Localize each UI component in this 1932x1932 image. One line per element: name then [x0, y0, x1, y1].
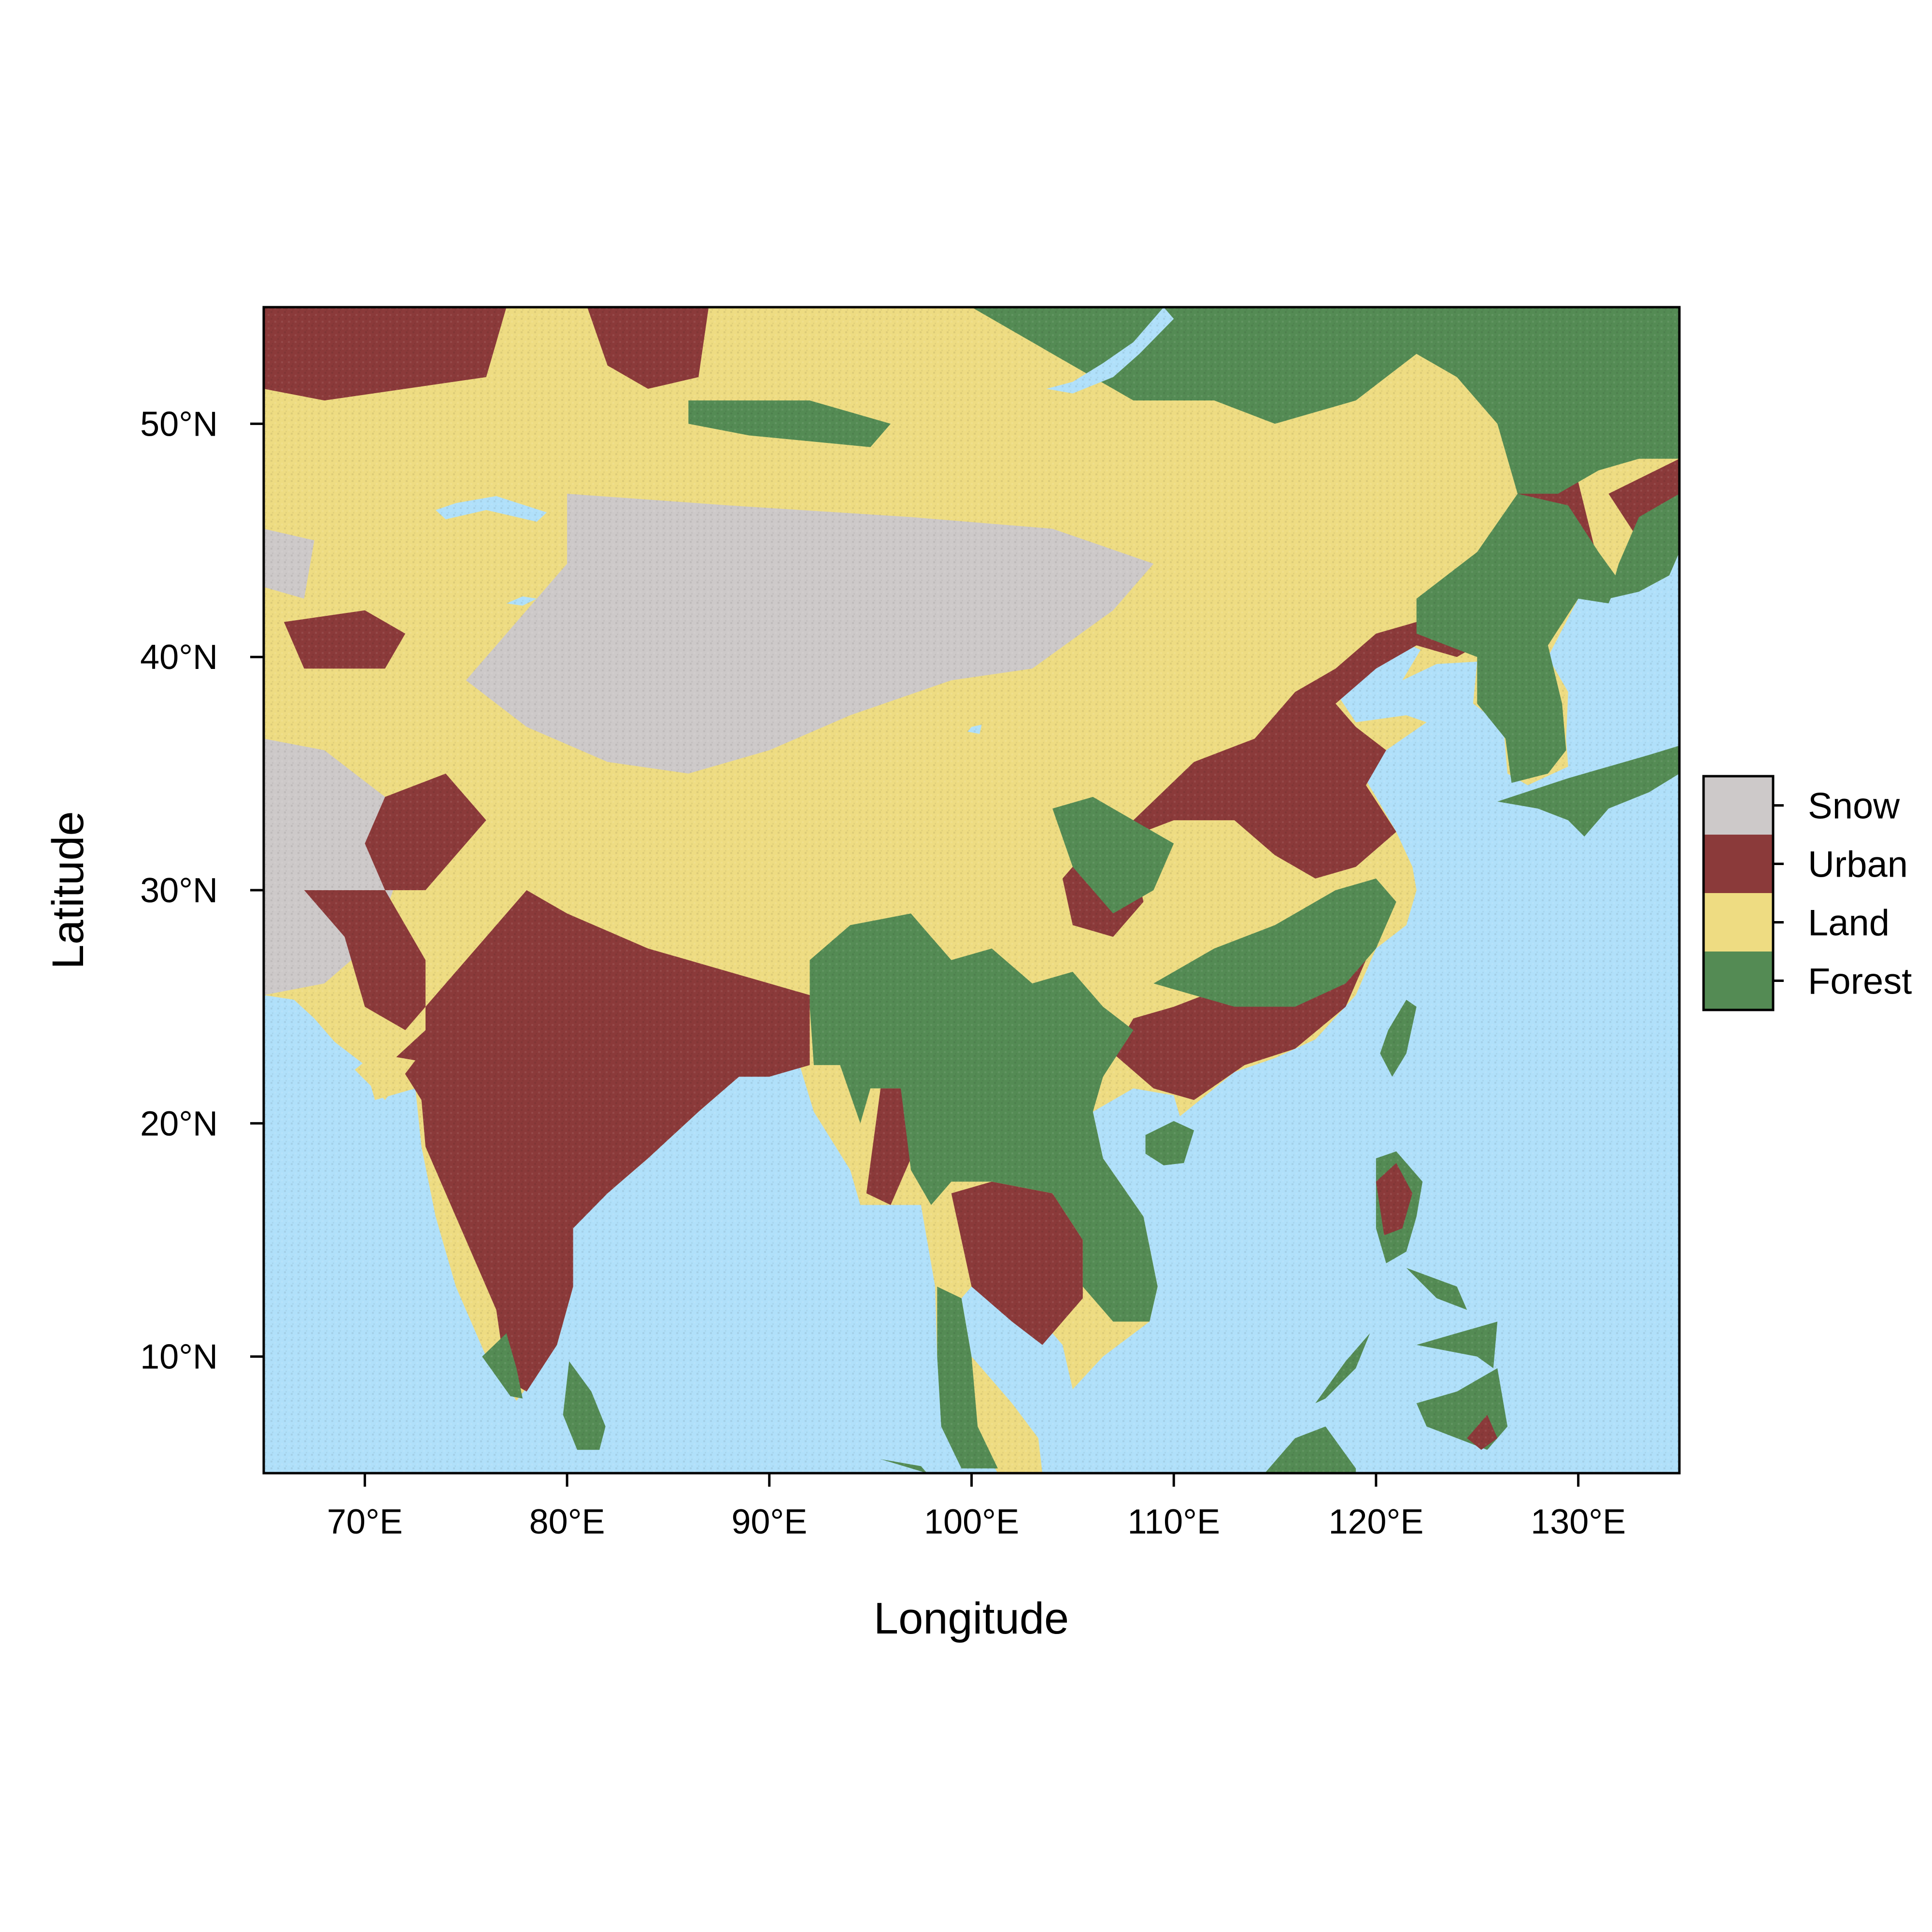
- y-tick-label: 10°N: [140, 1338, 218, 1377]
- x-tick-label: 120°E: [1328, 1503, 1423, 1541]
- speckle-texture: [264, 307, 1679, 1473]
- x-tick-label: 80°E: [529, 1503, 605, 1541]
- y-axis-title: Latitude: [43, 811, 93, 969]
- y-axis-ticks: 10°N 20°N 30°N 40°N 50°N: [140, 405, 264, 1377]
- x-axis-ticks: 70°E 80°E 90°E 100°E 110°E 120°E 130°E: [327, 1473, 1626, 1541]
- legend-swatch-urban: [1704, 835, 1773, 893]
- legend-label-land: Land: [1808, 903, 1889, 944]
- legend: Snow Urban Land Forest: [1702, 775, 1912, 1011]
- x-tick-label: 130°E: [1531, 1503, 1626, 1541]
- legend-swatch-land: [1704, 893, 1773, 952]
- x-tick-label: 100°E: [924, 1503, 1019, 1541]
- plot-area: [262, 306, 1681, 1475]
- x-tick-label: 70°E: [327, 1503, 403, 1541]
- y-tick-label: 20°N: [140, 1105, 218, 1143]
- legend-swatch-snow: [1704, 776, 1773, 835]
- legend-swatch-forest: [1704, 952, 1773, 1010]
- y-tick-label: 30°N: [140, 871, 218, 910]
- legend-label-snow: Snow: [1808, 786, 1900, 827]
- legend-label-urban: Urban: [1808, 844, 1908, 885]
- x-tick-label: 110°E: [1127, 1503, 1220, 1541]
- x-tick-label: 90°E: [731, 1503, 807, 1541]
- x-axis-title: Longitude: [874, 1594, 1069, 1643]
- legend-frame: [1702, 775, 1775, 1011]
- legend-label-forest: Forest: [1808, 961, 1912, 1002]
- y-tick-label: 40°N: [140, 638, 218, 677]
- y-tick-label: 50°N: [140, 405, 218, 443]
